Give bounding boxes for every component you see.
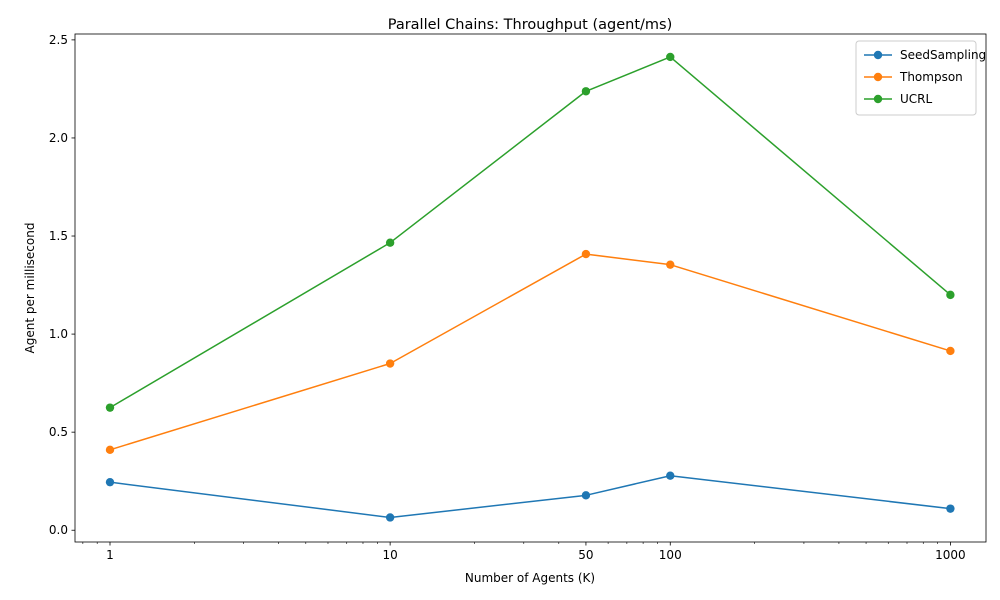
legend-label: SeedSampling bbox=[900, 48, 986, 62]
legend-item-thompson: Thompson bbox=[864, 70, 963, 84]
y-axis: 0.0 0.5 1.0 1.5 2.0 2.5 bbox=[49, 33, 75, 537]
data-point-ucrl bbox=[105, 403, 115, 412]
series-ucrl bbox=[105, 52, 955, 412]
chart-title: Parallel Chains: Throughput (agent/ms) bbox=[388, 17, 673, 33]
legend-label: Thompson bbox=[899, 70, 963, 84]
data-point-seedsampling bbox=[666, 471, 675, 480]
data-point-ucrl bbox=[666, 52, 675, 62]
data-point-seedsampling bbox=[105, 477, 115, 487]
data-point-seedsampling bbox=[946, 504, 955, 513]
x-tick-label: 1 bbox=[106, 548, 114, 562]
legend-item-seedsampling: SeedSampling bbox=[864, 48, 986, 62]
y-tick-label: 1.5 bbox=[49, 229, 68, 243]
y-tick-label: 1.0 bbox=[49, 327, 68, 341]
data-point-ucrl bbox=[946, 290, 955, 300]
data-point-thompson bbox=[385, 359, 395, 368]
x-tick-label: 10 bbox=[382, 548, 397, 562]
y-tick-label: 0.0 bbox=[49, 523, 68, 537]
data-point-seedsampling bbox=[385, 513, 395, 522]
legend-swatch-marker bbox=[873, 94, 883, 104]
data-point-thompson bbox=[581, 249, 591, 259]
legend-box bbox=[855, 40, 977, 116]
legend-label: UCRL bbox=[900, 92, 933, 106]
data-point-thompson bbox=[666, 260, 675, 269]
x-axis: 1 10 50 100 1000 bbox=[82, 542, 966, 562]
y-axis-title: Agent per millisecond bbox=[23, 223, 37, 354]
data-point-ucrl bbox=[581, 87, 591, 96]
data-point-thompson bbox=[105, 445, 115, 455]
legend-swatch-marker bbox=[873, 72, 883, 82]
x-axis-title: Number of Agents (K) bbox=[465, 571, 595, 585]
legend-item-ucrl: UCRL bbox=[864, 92, 933, 106]
y-tick-label: 0.5 bbox=[49, 425, 68, 439]
series-layer bbox=[105, 52, 955, 522]
data-point-thompson bbox=[946, 346, 955, 356]
legend-swatch-marker bbox=[873, 50, 883, 60]
x-tick-label: 50 bbox=[578, 548, 593, 562]
y-tick-label: 2.0 bbox=[49, 131, 68, 145]
y-tick-label: 2.5 bbox=[49, 33, 68, 47]
plot-frame bbox=[74, 33, 987, 543]
x-tick-label: 100 bbox=[659, 548, 682, 562]
data-point-seedsampling bbox=[581, 491, 591, 500]
series-thompson bbox=[105, 249, 955, 455]
series-seedsampling bbox=[105, 471, 955, 522]
x-tick-label: 1000 bbox=[935, 548, 966, 562]
legend: SeedSampling Thompson UCRL bbox=[855, 40, 986, 116]
data-point-ucrl bbox=[385, 238, 395, 247]
